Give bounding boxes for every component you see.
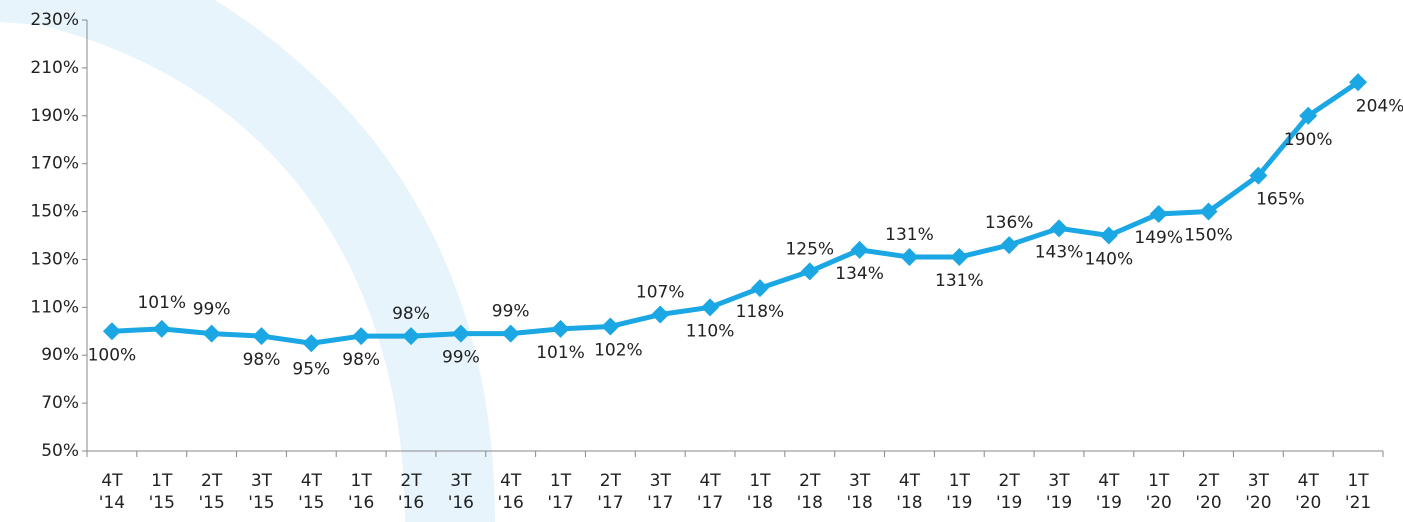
y-tick-label: 70% bbox=[41, 393, 79, 413]
x-tick-label: 4T'17 bbox=[697, 471, 723, 513]
point-marker bbox=[651, 306, 669, 324]
chart: 50% 70% 90% 110% 130% 150% 170% 190% 210% 230% 4T'… bbox=[0, 0, 1403, 522]
x-tick-label: 2T'17 bbox=[597, 471, 623, 513]
x-tick-label: 1T'19 bbox=[946, 471, 972, 513]
y-tick-label: 50% bbox=[41, 441, 79, 461]
data-label: 131% bbox=[935, 271, 984, 291]
point-marker bbox=[1050, 219, 1068, 237]
point-marker bbox=[302, 334, 320, 352]
x-tick-label: 2T'20 bbox=[1195, 471, 1221, 513]
point-marker bbox=[950, 248, 968, 266]
point-marker bbox=[751, 279, 769, 297]
x-tick-label: 2T'15 bbox=[198, 471, 224, 513]
y-tick-label: 190% bbox=[30, 106, 79, 126]
data-label: 99% bbox=[193, 300, 231, 320]
point-marker bbox=[851, 241, 869, 259]
point-marker bbox=[1000, 236, 1018, 254]
data-label: 110% bbox=[686, 321, 735, 341]
x-tick-label: 3T'18 bbox=[846, 471, 872, 513]
data-label: 100% bbox=[88, 345, 137, 365]
point-marker bbox=[352, 327, 370, 345]
data-label: 98% bbox=[392, 304, 430, 324]
x-tick-label: 4T'15 bbox=[298, 471, 324, 513]
x-tick-label: 4T'16 bbox=[498, 471, 524, 513]
point-marker bbox=[701, 298, 719, 316]
x-tick-label: 4T'14 bbox=[99, 471, 125, 513]
data-label: 98% bbox=[342, 350, 380, 370]
y-tick-label: 130% bbox=[30, 249, 79, 269]
y-tick-label: 90% bbox=[41, 345, 79, 365]
data-label: 136% bbox=[985, 213, 1034, 233]
y-tick-label: 210% bbox=[30, 58, 79, 78]
data-label: 150% bbox=[1184, 226, 1233, 246]
data-label: 118% bbox=[736, 302, 785, 322]
data-label: 134% bbox=[835, 264, 884, 284]
x-tick-label: 3T'20 bbox=[1245, 471, 1271, 513]
point-marker bbox=[552, 320, 570, 338]
data-label: 101% bbox=[137, 293, 186, 313]
point-marker bbox=[801, 262, 819, 280]
x-tick-label: 4T'18 bbox=[896, 471, 922, 513]
y-tick-label: 230% bbox=[30, 10, 79, 30]
data-label: 204% bbox=[1356, 96, 1403, 116]
point-marker bbox=[153, 320, 171, 338]
x-tick-label: 1T'17 bbox=[547, 471, 573, 513]
x-tick-label: 4T'19 bbox=[1096, 471, 1122, 513]
data-label: 99% bbox=[442, 348, 480, 368]
data-label: 149% bbox=[1134, 228, 1183, 248]
data-label: 95% bbox=[292, 359, 330, 379]
data-label: 107% bbox=[636, 283, 685, 303]
data-label: 131% bbox=[885, 225, 934, 245]
y-tick-label: 150% bbox=[30, 202, 79, 222]
x-tick-label: 3T'17 bbox=[647, 471, 673, 513]
x-tick-label: 2T'18 bbox=[797, 471, 823, 513]
x-tick-label: 2T'19 bbox=[996, 471, 1022, 513]
data-label: 140% bbox=[1085, 250, 1134, 270]
x-tick-label: 3T'15 bbox=[248, 471, 274, 513]
point-marker bbox=[252, 327, 270, 345]
x-tick-label: 1T'20 bbox=[1146, 471, 1172, 513]
point-marker bbox=[1150, 205, 1168, 223]
y-tick-label: 170% bbox=[30, 154, 79, 174]
data-label: 102% bbox=[594, 340, 643, 360]
point-marker bbox=[103, 322, 121, 340]
point-marker bbox=[900, 248, 918, 266]
data-label: 101% bbox=[536, 343, 585, 363]
point-marker bbox=[203, 325, 221, 343]
x-tick-label: 1T'21 bbox=[1345, 471, 1371, 513]
data-label: 125% bbox=[785, 239, 834, 259]
data-label: 190% bbox=[1284, 130, 1333, 150]
x-tick-label: 1T'16 bbox=[348, 471, 374, 513]
x-tick-label: 4T'20 bbox=[1295, 471, 1321, 513]
data-label: 165% bbox=[1256, 190, 1305, 210]
x-tick-label: 1T'18 bbox=[747, 471, 773, 513]
x-tick-label: 1T'15 bbox=[149, 471, 175, 513]
point-marker bbox=[601, 317, 619, 335]
y-tick-label: 110% bbox=[30, 297, 79, 317]
data-label: 143% bbox=[1035, 242, 1084, 262]
data-label: 99% bbox=[492, 302, 530, 322]
point-marker bbox=[1100, 227, 1118, 245]
data-label: 98% bbox=[243, 350, 281, 370]
x-tick-label: 3T'19 bbox=[1046, 471, 1072, 513]
point-marker bbox=[502, 325, 520, 343]
